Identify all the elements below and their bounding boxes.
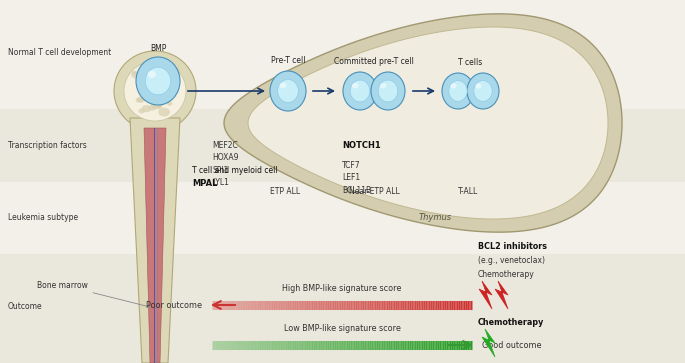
Text: MEF2C
HOXA9
SPI1
LYL1: MEF2C HOXA9 SPI1 LYL1 xyxy=(212,141,238,188)
Ellipse shape xyxy=(449,81,467,101)
Ellipse shape xyxy=(467,73,499,109)
Polygon shape xyxy=(248,27,608,219)
Ellipse shape xyxy=(142,105,151,112)
Ellipse shape xyxy=(378,80,398,102)
Ellipse shape xyxy=(136,98,142,103)
Ellipse shape xyxy=(451,83,457,89)
Bar xyxy=(0,0,685,109)
Text: (e.g., venetoclax): (e.g., venetoclax) xyxy=(478,256,545,265)
Text: MPAL: MPAL xyxy=(192,179,217,188)
Text: Poor outcome: Poor outcome xyxy=(146,301,202,310)
Ellipse shape xyxy=(343,72,377,110)
Text: Bone marrow: Bone marrow xyxy=(36,281,151,307)
Ellipse shape xyxy=(153,85,158,89)
Ellipse shape xyxy=(350,80,370,102)
Text: T cells: T cells xyxy=(458,58,482,67)
Text: Committed pre-T cell: Committed pre-T cell xyxy=(334,57,414,66)
Ellipse shape xyxy=(145,67,171,95)
Text: Near-ETP ALL: Near-ETP ALL xyxy=(349,187,399,196)
Ellipse shape xyxy=(157,71,162,74)
Ellipse shape xyxy=(279,82,286,89)
Bar xyxy=(0,109,685,182)
Ellipse shape xyxy=(474,81,493,101)
Text: BMP: BMP xyxy=(150,44,166,53)
Ellipse shape xyxy=(158,104,162,107)
Ellipse shape xyxy=(352,83,358,89)
Text: TCF7
LEF1
BCL11B: TCF7 LEF1 BCL11B xyxy=(342,161,371,195)
Bar xyxy=(0,182,685,254)
Ellipse shape xyxy=(150,76,156,81)
Ellipse shape xyxy=(137,97,145,103)
Text: BCL2 inhibitors: BCL2 inhibitors xyxy=(478,242,547,251)
Ellipse shape xyxy=(124,61,186,121)
Text: T-ALL: T-ALL xyxy=(458,187,478,196)
Ellipse shape xyxy=(158,108,170,117)
Text: ETP ALL: ETP ALL xyxy=(270,187,300,196)
Ellipse shape xyxy=(145,68,154,75)
Text: Normal T cell development: Normal T cell development xyxy=(8,48,111,57)
Ellipse shape xyxy=(371,72,405,110)
Ellipse shape xyxy=(151,101,163,109)
Text: Low BMP-like signature score: Low BMP-like signature score xyxy=(284,324,401,333)
Ellipse shape xyxy=(158,96,166,102)
Ellipse shape xyxy=(169,66,180,74)
Text: Chemotherapy: Chemotherapy xyxy=(478,270,535,279)
Ellipse shape xyxy=(149,105,156,111)
Text: Pre-T cell: Pre-T cell xyxy=(271,56,306,65)
Ellipse shape xyxy=(475,83,482,89)
Ellipse shape xyxy=(131,72,140,78)
Polygon shape xyxy=(482,329,495,357)
Polygon shape xyxy=(130,118,180,363)
Text: High BMP-like signature score: High BMP-like signature score xyxy=(282,284,401,293)
Text: Chemotherapy: Chemotherapy xyxy=(478,318,545,327)
Text: Transcription factors: Transcription factors xyxy=(8,141,87,150)
Ellipse shape xyxy=(157,104,162,108)
Ellipse shape xyxy=(148,71,156,78)
Polygon shape xyxy=(144,128,166,363)
Text: Thymus: Thymus xyxy=(419,212,451,221)
Ellipse shape xyxy=(167,102,173,106)
Ellipse shape xyxy=(277,79,299,102)
Text: Leukemia subtype: Leukemia subtype xyxy=(8,213,78,222)
Ellipse shape xyxy=(380,83,386,89)
Ellipse shape xyxy=(162,68,173,76)
Text: Good outcome: Good outcome xyxy=(482,340,542,350)
Ellipse shape xyxy=(114,51,196,131)
Ellipse shape xyxy=(147,97,156,103)
Ellipse shape xyxy=(442,73,474,109)
Polygon shape xyxy=(479,281,492,309)
Ellipse shape xyxy=(136,57,180,105)
Ellipse shape xyxy=(138,109,145,114)
Text: Outcome: Outcome xyxy=(8,302,42,311)
Bar xyxy=(0,254,685,363)
Text: NOTCH1: NOTCH1 xyxy=(342,141,381,150)
Polygon shape xyxy=(224,14,622,232)
Text: T cell and myeloid cell: T cell and myeloid cell xyxy=(192,166,277,175)
Ellipse shape xyxy=(132,71,138,75)
Polygon shape xyxy=(495,281,508,309)
Ellipse shape xyxy=(270,71,306,111)
